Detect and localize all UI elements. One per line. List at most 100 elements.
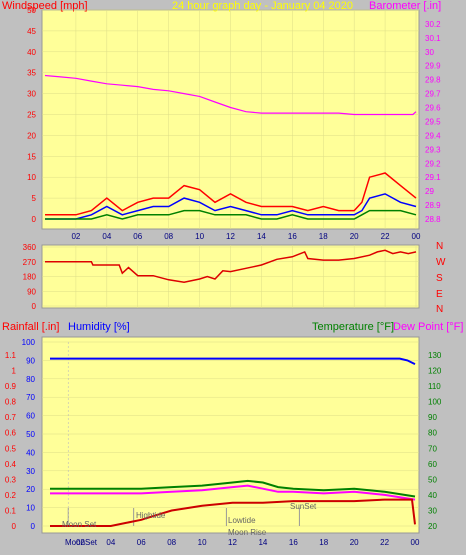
- temperature-label: Temperature [°F]: [312, 321, 394, 333]
- temperature-tick-label: 40: [428, 491, 437, 500]
- series-wind-gust: [45, 172, 417, 216]
- rainfall-tick-label: 1.1: [5, 351, 17, 360]
- hour-tick-label: 12: [228, 538, 237, 547]
- hour-tick-label: 18: [319, 232, 328, 241]
- temperature-tick-label: 100: [428, 398, 442, 407]
- hour-axis-ticks-top: 02 04 06 08 10 12 14 16 18 20 22 00: [71, 232, 421, 241]
- wind-baro-series: [44, 74, 417, 220]
- temperature-tick-label: 70: [428, 444, 437, 453]
- moonset-tick-label: MoonSet: [65, 538, 98, 547]
- series-barometer-in-: [44, 74, 417, 116]
- humidity-tick-label: 70: [26, 393, 35, 402]
- hour-tick-label: 22: [381, 232, 390, 241]
- humidity-tick-label: 50: [26, 430, 35, 439]
- barometer-tick-label: 29.3: [425, 145, 441, 154]
- direction-tick-label: 180: [23, 273, 37, 282]
- barometer-tick-label: 28.8: [425, 215, 441, 224]
- barometer-tick-label: 30.2: [425, 20, 441, 29]
- humidity-tick-label: 80: [26, 375, 35, 384]
- rainfall-tick-label: 0.1: [5, 506, 17, 515]
- series-rainfall-in-: [50, 498, 416, 527]
- hour-tick-label: 16: [289, 538, 298, 547]
- windspeed-tick-label: 45: [27, 27, 36, 36]
- rainfall-tick-label: 0.7: [5, 413, 17, 422]
- temperature-tick-label: 80: [428, 429, 437, 438]
- hour-tick-label: 20: [350, 538, 359, 547]
- rainfall-tick-label: 0.6: [5, 429, 17, 438]
- temperature-tick-label: 50: [428, 475, 437, 484]
- hour-tick-label: 06: [133, 232, 142, 241]
- rainfall-tick-label: 0.5: [5, 444, 17, 453]
- hour-tick-label: 10: [195, 232, 204, 241]
- compass-w: W: [436, 257, 446, 268]
- temperature-tick-label: 130: [428, 351, 442, 360]
- compass-n-top: N: [436, 241, 443, 252]
- temperature-tick-label: 60: [428, 460, 437, 469]
- direction-grid: [42, 245, 419, 308]
- graph-title: 24 hour graph day - January 04 2020: [172, 0, 353, 12]
- hour-tick-label: 16: [288, 232, 297, 241]
- rainfall-tick-label: 0.9: [5, 382, 17, 391]
- windspeed-axis-ticks: 0 5 10 15 20 25 30 35 40 45 50: [27, 6, 36, 224]
- series-humidity-: [50, 357, 416, 365]
- moonset-annotation: Moon Set: [62, 520, 97, 529]
- windspeed-tick-label: 0: [32, 215, 37, 224]
- barometer-tick-label: 29.8: [425, 76, 441, 85]
- windspeed-tick-label: 35: [27, 69, 36, 78]
- series-dew-point-f-: [50, 484, 416, 501]
- hour-tick-label: 20: [350, 232, 359, 241]
- series-wind-min: [45, 209, 417, 220]
- hour-tick-label: 08: [167, 538, 176, 547]
- sunset-annotation: SunSet: [290, 502, 317, 511]
- humidity-tick-label: 30: [26, 467, 35, 476]
- barometer-tick-label: 29: [425, 187, 434, 196]
- direction-tick-label: 270: [23, 258, 37, 267]
- windspeed-tick-label: 25: [27, 111, 36, 120]
- temperature-tick-label: 110: [428, 382, 441, 391]
- hour-tick-label: 08: [164, 232, 173, 241]
- windspeed-label: Windspeed [mph]: [2, 0, 88, 12]
- lower-series: [50, 357, 416, 527]
- humidity-tick-label: 90: [26, 356, 35, 365]
- barometer-tick-label: 29.6: [425, 104, 441, 113]
- humidity-tick-label: 10: [26, 504, 35, 513]
- hour-tick-label: 00: [412, 232, 421, 241]
- barometer-tick-label: 29.1: [425, 173, 441, 182]
- direction-axis-ticks: 0 90 180 270 360: [23, 243, 37, 311]
- barometer-tick-label: 30: [425, 48, 434, 57]
- barometer-label: Barometer [.in]: [369, 0, 441, 12]
- rainfall-axis-ticks: 0 0.1 0.2 0.3 0.4 0.5 0.6 0.7 0.8 0.9 1 1.1: [5, 351, 17, 531]
- barometer-axis-ticks: 28.8 28.9 29 29.1 29.2 29.3 29.4 29.5 29.6 29.7 29…: [425, 20, 441, 224]
- temperature-tick-label: 20: [428, 522, 437, 531]
- hour-tick-label: 00: [411, 538, 420, 547]
- barometer-tick-label: 29.4: [425, 131, 441, 140]
- hour-tick-label: 04: [106, 538, 115, 547]
- direction-tick-label: 0: [32, 302, 37, 311]
- humidity-tick-label: 0: [31, 522, 36, 531]
- direction-series: [45, 249, 417, 283]
- hour-tick-label: 22: [380, 538, 389, 547]
- lowtide-annotation: Lowtide: [228, 516, 256, 525]
- temperature-tick-label: 30: [428, 506, 437, 515]
- barometer-tick-label: 29.5: [425, 117, 441, 126]
- direction-tick-label: 90: [27, 287, 36, 296]
- windspeed-tick-label: 10: [27, 173, 36, 182]
- windspeed-tick-label: 15: [27, 152, 36, 161]
- direction-tick-label: 360: [23, 243, 37, 252]
- windspeed-tick-label: 5: [32, 194, 37, 203]
- windspeed-tick-label: 50: [27, 6, 36, 15]
- barometer-tick-label: 29.2: [425, 159, 441, 168]
- hour-tick-label: 02: [76, 538, 85, 547]
- astro-markers: [67, 342, 300, 526]
- humidity-tick-label: 100: [22, 338, 36, 347]
- compass-labels: N W S E N: [436, 241, 446, 315]
- hour-tick-label: 14: [257, 232, 266, 241]
- barometer-tick-label: 29.7: [425, 90, 441, 99]
- windspeed-tick-label: 20: [27, 131, 36, 140]
- humidity-tick-label: 40: [26, 448, 35, 457]
- hour-tick-label: 02: [71, 232, 80, 241]
- barometer-tick-label: 30.1: [425, 34, 441, 43]
- series-wind-average: [45, 193, 417, 220]
- rainfall-tick-label: 0: [12, 522, 17, 531]
